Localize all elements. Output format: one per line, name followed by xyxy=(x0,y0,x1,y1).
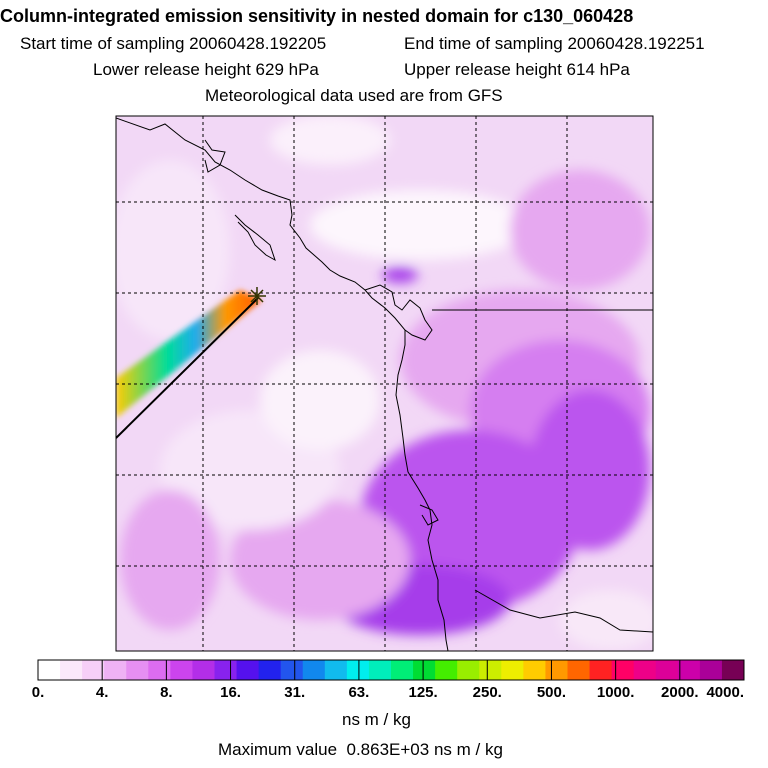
field-patch-white-se xyxy=(560,590,653,650)
colorbar-swatch xyxy=(413,660,436,680)
colorbar-swatch xyxy=(589,660,613,680)
colorbar-swatch xyxy=(82,660,105,680)
colorbar-tick-label: 250. xyxy=(473,684,502,701)
colorbar-tick-label: 31. xyxy=(284,684,305,701)
baja-peninsula xyxy=(234,214,276,262)
island-outline xyxy=(419,504,439,526)
field-patch-white-center xyxy=(260,350,380,450)
colorbar-swatch xyxy=(368,660,392,680)
field-patch-mid-ne xyxy=(510,170,650,290)
colorbar-tick-label: 8. xyxy=(160,684,173,701)
max-value: 0.863E+03 xyxy=(346,740,430,759)
colorbar-swatch xyxy=(148,660,171,680)
plot-title: Column-integrated emission sensitivity i… xyxy=(0,6,634,26)
colorbar-units: ns m / kg xyxy=(342,710,411,729)
colorbar-swatch xyxy=(126,660,149,680)
colorbar-swatch xyxy=(633,660,657,680)
back-trajectory-plume xyxy=(116,290,262,439)
colorbar-swatch xyxy=(324,660,348,680)
sensitivity-field xyxy=(116,116,653,650)
max-units: ns m / kg xyxy=(433,740,503,759)
colorbar-swatch xyxy=(302,660,326,680)
field-patch-mid-south xyxy=(230,500,410,620)
south-coast xyxy=(474,589,653,633)
gulf-coast xyxy=(204,139,226,173)
colorbar-swatch xyxy=(104,660,127,680)
mainland-coast xyxy=(116,117,449,651)
colorbar-tick-label: 4. xyxy=(96,684,109,701)
map-border xyxy=(115,115,654,652)
colorbar-tick-label: 2000. xyxy=(661,684,699,701)
central-america-coast xyxy=(364,284,433,341)
end-time-label: End time of sampling 20060428.192251 xyxy=(404,34,705,53)
plume-band xyxy=(116,290,262,418)
colorbar-tick-label: 4000. xyxy=(706,684,744,701)
colorbar-swatch xyxy=(655,660,679,680)
colorbar-swatch xyxy=(545,660,568,680)
colorbar-swatch xyxy=(236,660,260,680)
field-patch-white-north xyxy=(270,116,390,165)
max-label: Maximum value xyxy=(218,740,342,759)
release-point-marker xyxy=(248,287,266,305)
colorbar-swatch xyxy=(258,660,282,680)
field-patch-white-band xyxy=(310,190,530,260)
colorbar-swatch xyxy=(677,660,701,680)
marker-stroke xyxy=(250,289,264,303)
colorbar-swatch xyxy=(192,660,215,680)
colorbar-swatch xyxy=(457,660,480,680)
map-frame-content xyxy=(116,116,653,651)
colorbar-swatch xyxy=(523,660,546,680)
colorbar-tick-label: 500. xyxy=(537,684,566,701)
met-data-label: Meteorological data used are from GFS xyxy=(205,86,503,105)
field-patch-light-west xyxy=(116,160,230,340)
colorbar-tick-label: 0. xyxy=(32,684,45,701)
colorbar-swatch xyxy=(721,660,745,680)
colorbar-swatch xyxy=(346,660,370,680)
colorbar-swatch xyxy=(60,660,83,680)
lower-height-label: Lower release height 629 hPa xyxy=(93,60,319,79)
colorbar-swatch xyxy=(567,660,591,680)
colorbar-tick-label: 125. xyxy=(408,684,437,701)
field-patch-deep-east xyxy=(530,390,650,550)
field-patch-mid-sw xyxy=(120,490,220,630)
lat-lon-grid xyxy=(116,116,653,651)
colorbar-swatch xyxy=(391,660,414,680)
colorbar-tick-label: 63. xyxy=(348,684,369,701)
colorbar-swatch xyxy=(501,660,524,680)
coastlines xyxy=(116,117,653,651)
color-scale-bar: 0. 4. 8. 16. 31. 63. 125. 250. 500. 1000. 2000. 400… xyxy=(32,659,745,701)
start-time-label: Start time of sampling 20060428.192205 xyxy=(20,34,327,53)
colorbar-swatch xyxy=(479,660,502,680)
colorbar-swatch xyxy=(435,660,458,680)
colorbar-swatch xyxy=(170,660,193,680)
colorbar-swatch xyxy=(38,660,61,680)
trajectory-line xyxy=(116,297,259,439)
colorbar-tick-label: 1000. xyxy=(597,684,635,701)
maximum-value-line: Maximum value 0.863E+03 ns m / kg xyxy=(218,740,503,760)
colorbar-border xyxy=(37,659,745,681)
upper-height-label: Upper release height 614 hPa xyxy=(404,60,630,79)
colorbar-swatch xyxy=(280,660,304,680)
colorbar-swatch xyxy=(611,660,635,680)
field-patch-core-spot xyxy=(382,267,418,283)
colorbar-swatch xyxy=(699,660,723,680)
colorbar-swatch xyxy=(214,660,238,680)
colorbar-tick-label: 16. xyxy=(220,684,241,701)
